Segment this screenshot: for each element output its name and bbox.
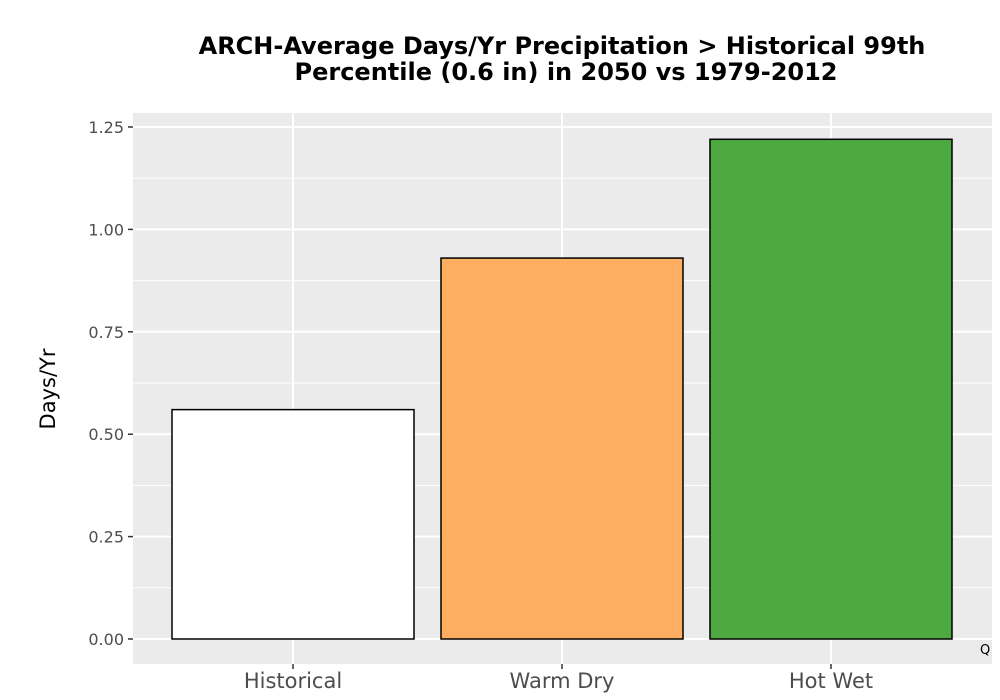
bar-warm-dry [440, 257, 684, 640]
chart-title: ARCH-Average Days/Yr Precipitation > His… [199, 32, 926, 86]
y-tick-label: 1.00 [88, 220, 124, 239]
chart-title-line-1: ARCH-Average Days/Yr Precipitation > His… [199, 32, 926, 60]
y-tick-label: 0.00 [88, 630, 124, 649]
corner-label: Q [980, 643, 990, 658]
y-tick-label: 0.75 [88, 323, 124, 342]
y-tick-label: 0.25 [88, 528, 124, 547]
y-tick-label: 0.50 [88, 425, 124, 444]
chart-title-line-2: Percentile (0.6 in) in 2050 vs 1979-2012 [295, 58, 838, 86]
bar-historical [171, 408, 415, 640]
x-tick-label: Historical [244, 669, 342, 693]
x-axis-ticks: Historical Warm Dry Hot Wet [244, 664, 873, 693]
y-axis-title: Days/Yr [36, 348, 60, 429]
bar-hot-wet [709, 138, 953, 640]
bars [171, 138, 953, 640]
x-tick-label: Hot Wet [789, 669, 873, 693]
y-axis-ticks: 0.00 0.25 0.50 0.75 1.00 1.25 [88, 118, 133, 649]
y-tick-label: 1.25 [88, 118, 124, 137]
x-tick-label: Warm Dry [510, 669, 615, 693]
